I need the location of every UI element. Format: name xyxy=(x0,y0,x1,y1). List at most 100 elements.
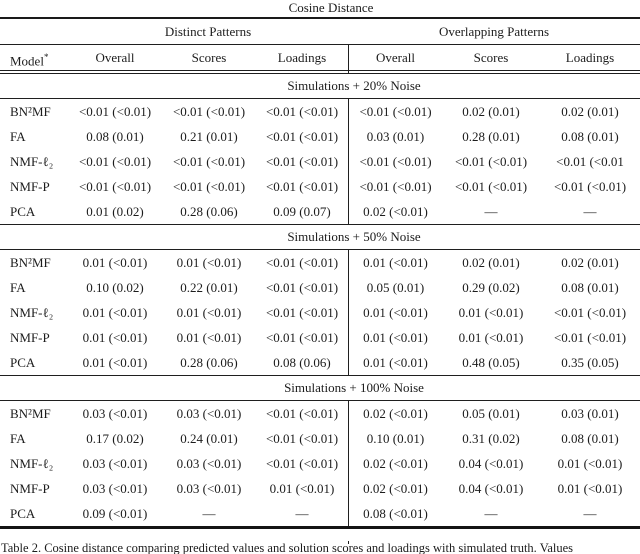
model-name-cell: NMF-ℓ₂ xyxy=(10,154,54,169)
table-row: NMF-P 0.03 (<0.01) 0.03 (<0.01) 0.01 (<0.01… xyxy=(0,476,640,501)
column-header-row: Model* Overall Scores Loadings Overall S… xyxy=(0,45,640,70)
column-header-overall-distinct: Overall xyxy=(95,50,135,65)
value-cell: 0.08 (0.06) xyxy=(273,355,331,370)
value-cell: 0.01 (<0.01) xyxy=(269,481,335,496)
value-cell: <0.01 (<0.01) xyxy=(78,179,152,194)
value-cell: 0.01 (<0.01) xyxy=(348,300,442,325)
model-name-cell: NMF-P xyxy=(10,481,50,496)
value-cell: <0.01 (<0.01) xyxy=(172,154,246,169)
value-cell: 0.01 (<0.01) xyxy=(458,305,524,320)
column-header-overall-overlapping: Overall xyxy=(348,45,442,70)
model-name-cell: NMF-P xyxy=(10,179,50,194)
table-row: PCA 0.09 (<0.01) — — 0.08 (<0.01) — — xyxy=(0,501,640,526)
value-cell: 0.01 (<0.01) xyxy=(82,255,148,270)
top-rule xyxy=(0,17,640,19)
value-cell: <0.01 (<0.01) xyxy=(265,456,339,471)
value-cell: 0.08 (0.01) xyxy=(86,129,144,144)
model-name-cell: NMF-ℓ₂ xyxy=(10,305,54,320)
value-cell: <0.01 (<0.01) xyxy=(265,280,339,295)
value-cell: 0.05 (0.01) xyxy=(348,275,442,300)
column-divider-tick xyxy=(348,541,349,544)
value-cell: <0.01 (<0.01) xyxy=(265,330,339,345)
value-cell: 0.01 (<0.01) xyxy=(176,255,242,270)
model-name-cell: FA xyxy=(10,280,26,295)
value-cell: 0.03 (0.01) xyxy=(348,124,442,149)
value-cell: <0.01 (<0.01) xyxy=(348,174,442,199)
value-cell: 0.21 (0.01) xyxy=(180,129,238,144)
table-row: BN²MF 0.03 (<0.01) 0.03 (<0.01) <0.01 (<0.0… xyxy=(0,401,640,426)
value-cell: — xyxy=(202,506,216,521)
value-cell: 0.02 (0.01) xyxy=(561,255,619,270)
value-cell: 0.01 (<0.01) xyxy=(557,456,623,471)
model-name-cell: PCA xyxy=(10,204,36,219)
horizontal-rule xyxy=(0,375,640,376)
value-cell: 0.08 (0.01) xyxy=(561,431,619,446)
horizontal-rule xyxy=(0,224,640,225)
value-cell: 0.03 (0.01) xyxy=(561,406,619,421)
value-cell: 0.17 (0.02) xyxy=(86,431,144,446)
value-cell: <0.01 (<0.01) xyxy=(454,154,528,169)
section-header-row: Simulations + 100% Noise xyxy=(0,376,640,400)
value-cell: 0.09 (0.07) xyxy=(273,204,331,219)
column-header-loadings-overlapping: Loadings xyxy=(565,50,615,65)
horizontal-rule xyxy=(0,400,640,401)
table-row: NMF-P <0.01 (<0.01) <0.01 (<0.01) <0.01 (<0… xyxy=(0,174,640,199)
value-cell: 0.02 (<0.01) xyxy=(348,476,442,501)
value-cell: 0.03 (<0.01) xyxy=(176,406,242,421)
value-cell: 0.01 (<0.01) xyxy=(176,330,242,345)
column-divider-tick xyxy=(348,70,349,74)
value-cell: <0.01 (<0.01) xyxy=(265,154,339,169)
model-column-header: Model* xyxy=(0,45,68,70)
value-cell: 0.02 (0.01) xyxy=(462,104,520,119)
value-cell: 0.03 (<0.01) xyxy=(176,481,242,496)
value-cell: — xyxy=(484,204,498,219)
value-cell: <0.01 (<0.01) xyxy=(265,406,339,421)
value-cell: — xyxy=(295,506,309,521)
horizontal-rule xyxy=(0,98,640,99)
table-row: PCA 0.01 (<0.01) 0.28 (0.06) 0.08 (0.06) 0.0… xyxy=(0,350,640,375)
value-cell: 0.48 (0.05) xyxy=(462,355,520,370)
value-cell: 0.01 (<0.01) xyxy=(176,305,242,320)
table-row: FA 0.08 (0.01) 0.21 (0.01) <0.01 (<0.01) 0.0… xyxy=(0,124,640,149)
value-cell: 0.01 (<0.01) xyxy=(82,330,148,345)
value-cell: 0.24 (0.01) xyxy=(180,431,238,446)
table-row: NMF-P 0.01 (<0.01) 0.01 (<0.01) <0.01 (<0.0… xyxy=(0,325,640,350)
value-cell: — xyxy=(484,506,498,521)
value-cell: 0.10 (0.02) xyxy=(86,280,144,295)
value-cell: <0.01 (<0.01) xyxy=(265,179,339,194)
value-cell: 0.01 (<0.01) xyxy=(82,355,148,370)
model-column-label: Model xyxy=(10,53,44,69)
value-cell: 0.04 (<0.01) xyxy=(458,481,524,496)
value-cell: <0.01 (<0.01) xyxy=(265,104,339,119)
model-name-cell: PCA xyxy=(10,355,36,370)
value-cell: <0.01 (<0.01) xyxy=(265,305,339,320)
value-cell: 0.03 (<0.01) xyxy=(176,456,242,471)
value-cell: <0.01 (<0.01) xyxy=(172,179,246,194)
caption-area: Table 2. Cosine distance comparing predi… xyxy=(0,541,640,554)
value-cell: — xyxy=(583,204,597,219)
group-header-distinct: Distinct Patterns xyxy=(164,24,252,39)
model-name-cell: BN²MF xyxy=(10,104,51,119)
table-caption: Table 2. Cosine distance comparing predi… xyxy=(1,541,574,554)
value-cell: <0.01 (<0.01) xyxy=(265,255,339,270)
value-cell: <0.01 (<0.01) xyxy=(172,104,246,119)
horizontal-rule xyxy=(0,44,640,45)
value-cell: 0.02 (<0.01) xyxy=(348,451,442,476)
value-cell: 0.03 (<0.01) xyxy=(82,481,148,496)
value-cell: 0.08 (0.01) xyxy=(561,280,619,295)
table-body: Simulations + 20% Noise BN²MF <0.01 (<0.01… xyxy=(0,74,640,526)
value-cell: 0.08 (0.01) xyxy=(561,129,619,144)
model-name-cell: FA xyxy=(10,129,26,144)
value-cell: 0.28 (0.01) xyxy=(462,129,520,144)
value-cell: 0.04 (<0.01) xyxy=(458,456,524,471)
value-cell: <0.01 (<0.01) xyxy=(348,149,442,174)
double-rule xyxy=(0,70,640,74)
value-cell: 0.31 (0.02) xyxy=(462,431,520,446)
value-cell: <0.01 (<0.01) xyxy=(348,99,442,124)
value-cell: <0.01 (<0.01) xyxy=(265,129,339,144)
section-label: Simulations + 20% Noise xyxy=(287,78,421,93)
table-row: NMF-ℓ₂ <0.01 (<0.01) <0.01 (<0.01) <0.01 (<… xyxy=(0,149,640,174)
bottom-rule xyxy=(0,526,640,529)
value-cell: 0.01 (0.02) xyxy=(86,204,144,219)
column-header-scores-distinct: Scores xyxy=(191,50,227,65)
